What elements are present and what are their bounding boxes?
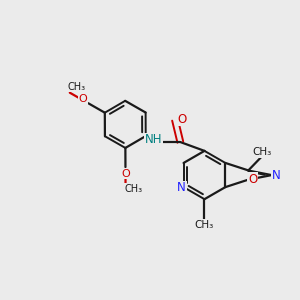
Text: O: O (122, 169, 130, 178)
Text: O: O (177, 112, 186, 126)
Text: NH: NH (145, 134, 162, 146)
Text: N: N (272, 169, 281, 182)
Text: CH₃: CH₃ (252, 147, 271, 157)
Text: CH₃: CH₃ (67, 82, 85, 92)
Text: O: O (78, 94, 87, 104)
Text: O: O (248, 173, 257, 186)
Text: N: N (177, 182, 186, 194)
Text: CH₃: CH₃ (195, 220, 214, 230)
Text: CH₃: CH₃ (125, 184, 143, 194)
